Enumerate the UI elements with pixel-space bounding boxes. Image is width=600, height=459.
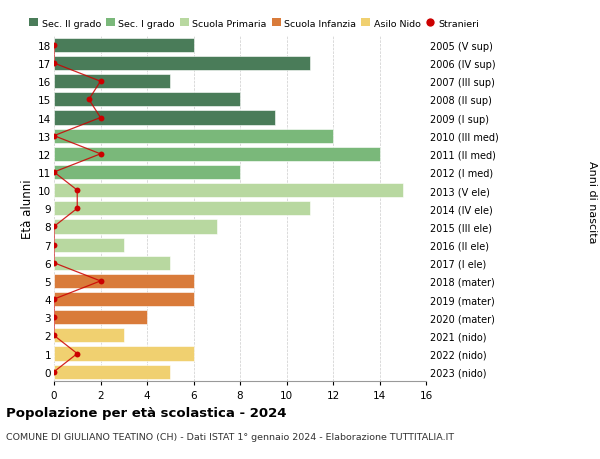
- Point: [73, 350, 82, 358]
- Point: [49, 314, 59, 321]
- Bar: [54, 93, 240, 107]
- Point: [49, 223, 59, 230]
- Point: [96, 151, 106, 158]
- Bar: [54, 238, 124, 252]
- Bar: [54, 310, 147, 325]
- Point: [49, 169, 59, 176]
- Y-axis label: Età alunni: Età alunni: [21, 179, 34, 239]
- Legend: Sec. II grado, Sec. I grado, Scuola Primaria, Scuola Infanzia, Asilo Nido, Stran: Sec. II grado, Sec. I grado, Scuola Prim…: [29, 19, 479, 28]
- Point: [96, 78, 106, 86]
- Text: Popolazione per età scolastica - 2024: Popolazione per età scolastica - 2024: [6, 406, 287, 419]
- Bar: [54, 347, 193, 361]
- Point: [96, 115, 106, 122]
- Bar: [54, 39, 193, 53]
- Text: Anni di nascita: Anni di nascita: [587, 161, 597, 243]
- Point: [49, 42, 59, 50]
- Bar: [54, 147, 380, 162]
- Point: [49, 259, 59, 267]
- Bar: [54, 274, 193, 288]
- Bar: [54, 202, 310, 216]
- Point: [49, 60, 59, 67]
- Bar: [54, 220, 217, 234]
- Point: [84, 96, 94, 104]
- Point: [49, 368, 59, 375]
- Point: [73, 187, 82, 195]
- Point: [96, 278, 106, 285]
- Bar: [54, 57, 310, 71]
- Bar: [54, 75, 170, 89]
- Bar: [54, 111, 275, 125]
- Bar: [54, 365, 170, 379]
- Bar: [54, 184, 403, 198]
- Bar: [54, 166, 240, 179]
- Point: [49, 133, 59, 140]
- Point: [49, 296, 59, 303]
- Bar: [54, 329, 124, 343]
- Point: [73, 205, 82, 213]
- Text: COMUNE DI GIULIANO TEATINO (CH) - Dati ISTAT 1° gennaio 2024 - Elaborazione TUTT: COMUNE DI GIULIANO TEATINO (CH) - Dati I…: [6, 432, 454, 442]
- Bar: [54, 292, 193, 307]
- Bar: [54, 256, 170, 270]
- Bar: [54, 129, 333, 143]
- Point: [49, 332, 59, 339]
- Point: [49, 241, 59, 249]
